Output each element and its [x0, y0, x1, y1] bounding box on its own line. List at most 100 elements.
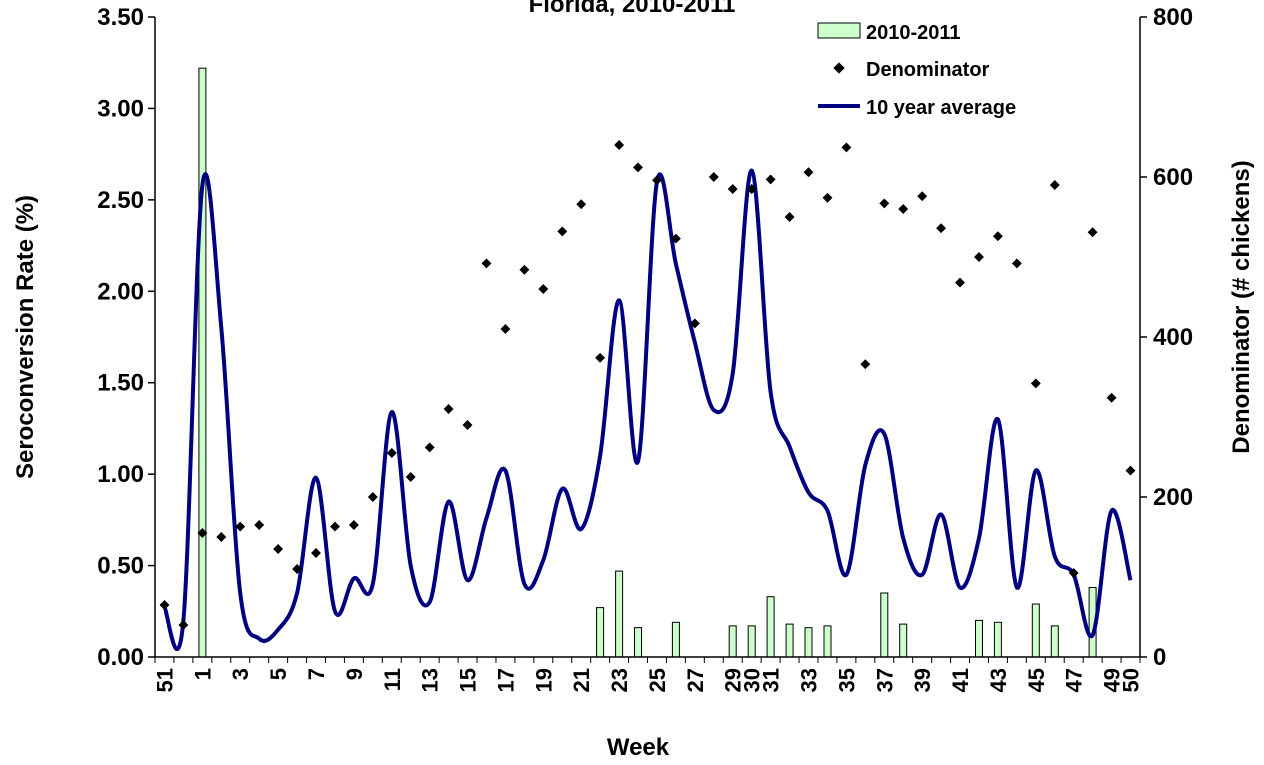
right-y-tick-label: 400 — [1153, 324, 1193, 351]
point-denominator-week-36 — [860, 359, 871, 370]
left-y-tick-label: 0.00 — [97, 644, 144, 671]
point-denominator-week-35 — [841, 142, 852, 153]
bar-week-32 — [785, 623, 794, 658]
x-tick-label-week-21: 21 — [569, 668, 594, 692]
x-tick-label-week-45: 45 — [1024, 668, 1049, 692]
right-y-tick-label: 600 — [1153, 164, 1193, 191]
legend-label-2010-2011: 2010-2011 — [866, 22, 961, 44]
bar-week-38 — [899, 623, 908, 658]
x-tick-label-week-13: 13 — [418, 668, 443, 692]
point-denominator-week-2 — [216, 532, 227, 542]
bar-week-34 — [823, 625, 832, 658]
point-denominator-week-34 — [822, 192, 833, 203]
x-tick-label-week-50: 50 — [1119, 668, 1144, 692]
bar-week-1 — [198, 67, 207, 658]
point-denominator-week-27 — [689, 318, 700, 329]
scatter-series-denominator — [159, 140, 1136, 630]
bar-week-45 — [1031, 603, 1040, 658]
point-denominator-week-5 — [273, 544, 284, 554]
point-denominator-week-45 — [1030, 378, 1041, 389]
point-denominator-week-25 — [652, 175, 662, 186]
point-denominator-week-29 — [727, 184, 738, 194]
point-denominator-week-1 — [197, 528, 208, 538]
point-denominator-week-14 — [443, 404, 454, 414]
x-tick-label-week-39: 39 — [910, 668, 935, 692]
bar-week-23 — [615, 570, 624, 658]
point-denominator-week-43 — [992, 231, 1003, 242]
bar-week-42 — [975, 619, 983, 658]
point-denominator-week-19 — [538, 284, 549, 294]
point-denominator-week-22 — [595, 352, 606, 363]
point-denominator-week-24 — [633, 162, 643, 173]
bar-week-30 — [747, 625, 756, 658]
point-denominator-week-44 — [1011, 258, 1022, 269]
point-denominator-week-33 — [803, 167, 814, 178]
x-tick-label-week-49: 49 — [1100, 668, 1125, 692]
right-y-tick-label: 200 — [1153, 484, 1193, 511]
x-tick-label-week-3: 3 — [228, 668, 253, 680]
bar-week-43 — [993, 621, 1002, 658]
x-tick-label-week-17: 17 — [493, 668, 518, 692]
x-axis-title: Week — [607, 734, 670, 761]
left-y-tick-label: 1.00 — [97, 461, 144, 488]
left-y-tick-label: 2.50 — [97, 187, 144, 214]
bar-week-37 — [880, 592, 889, 658]
x-tick-label-week-51: 51 — [153, 668, 178, 692]
point-denominator-week-4 — [254, 520, 265, 530]
point-denominator-week-47 — [1068, 568, 1079, 578]
chart-title: Florida, 2010-2011 — [529, 0, 736, 18]
bar-week-24 — [634, 627, 642, 658]
x-tick-label-week-11: 11 — [380, 668, 405, 691]
point-denominator-week-40 — [936, 223, 947, 234]
x-tick-label-week-31: 31 — [759, 668, 784, 692]
left-y-tick-label: 0.50 — [97, 553, 144, 580]
bar-week-29 — [728, 625, 737, 658]
legend: 2010-2011 Denominator 10 year average — [817, 22, 1016, 119]
point-denominator-week-10 — [367, 492, 378, 502]
point-denominator-week-32 — [784, 212, 795, 222]
point-denominator-week-38 — [898, 204, 909, 214]
point-denominator-week-37 — [879, 198, 890, 209]
point-denominator-week-42 — [974, 252, 984, 262]
bar-week-31 — [766, 596, 775, 658]
point-denominator-week-11 — [386, 448, 397, 458]
point-denominator-week-30 — [746, 184, 757, 194]
line-series-10-year-average — [162, 168, 1133, 652]
x-tick-label-week-30: 30 — [740, 668, 765, 692]
point-denominator-week-52 — [178, 620, 189, 630]
left-y-ticks: 0.00 0.50 1.00 1.50 2.00 2.50 3.00 3.50 — [97, 4, 155, 671]
bar-series-2010-2011 — [198, 67, 1097, 658]
point-denominator-week-3 — [235, 521, 246, 532]
x-tick-label-week-25: 25 — [645, 668, 670, 692]
line-10-year-average — [162, 168, 1133, 652]
point-denominator-week-31 — [765, 174, 776, 185]
point-denominator-week-50 — [1125, 465, 1136, 476]
bar-week-22 — [596, 607, 605, 658]
x-tick-label-week-37: 37 — [872, 668, 897, 692]
x-tick-label-week-35: 35 — [834, 668, 859, 692]
right-y-tick-label: 800 — [1153, 4, 1193, 31]
point-denominator-week-20 — [557, 226, 568, 237]
point-denominator-week-41 — [955, 277, 965, 288]
right-y-tick-label: 0 — [1153, 644, 1166, 671]
right-y-ticks: 0 200 400 600 800 — [1140, 4, 1193, 671]
left-y-tick-label: 3.50 — [97, 4, 144, 31]
point-denominator-week-23 — [614, 140, 625, 150]
x-tick-label-week-23: 23 — [607, 668, 632, 692]
point-denominator-week-13 — [424, 442, 435, 453]
point-denominator-week-9 — [348, 520, 359, 530]
x-tick-label-week-33: 33 — [797, 668, 822, 692]
x-tick-label-week-43: 43 — [986, 668, 1011, 692]
point-denominator-week-51 — [159, 600, 170, 610]
x-tick-label-week-47: 47 — [1062, 668, 1087, 692]
y-axis-title: Seroconversion Rate (%) — [12, 195, 39, 479]
point-denominator-week-28 — [708, 172, 719, 182]
point-denominator-week-15 — [462, 420, 473, 430]
point-denominator-week-39 — [917, 191, 928, 202]
point-denominator-week-26 — [670, 233, 681, 244]
point-denominator-week-48 — [1087, 227, 1098, 238]
point-denominator-week-21 — [576, 199, 587, 210]
point-denominator-week-18 — [519, 264, 530, 275]
